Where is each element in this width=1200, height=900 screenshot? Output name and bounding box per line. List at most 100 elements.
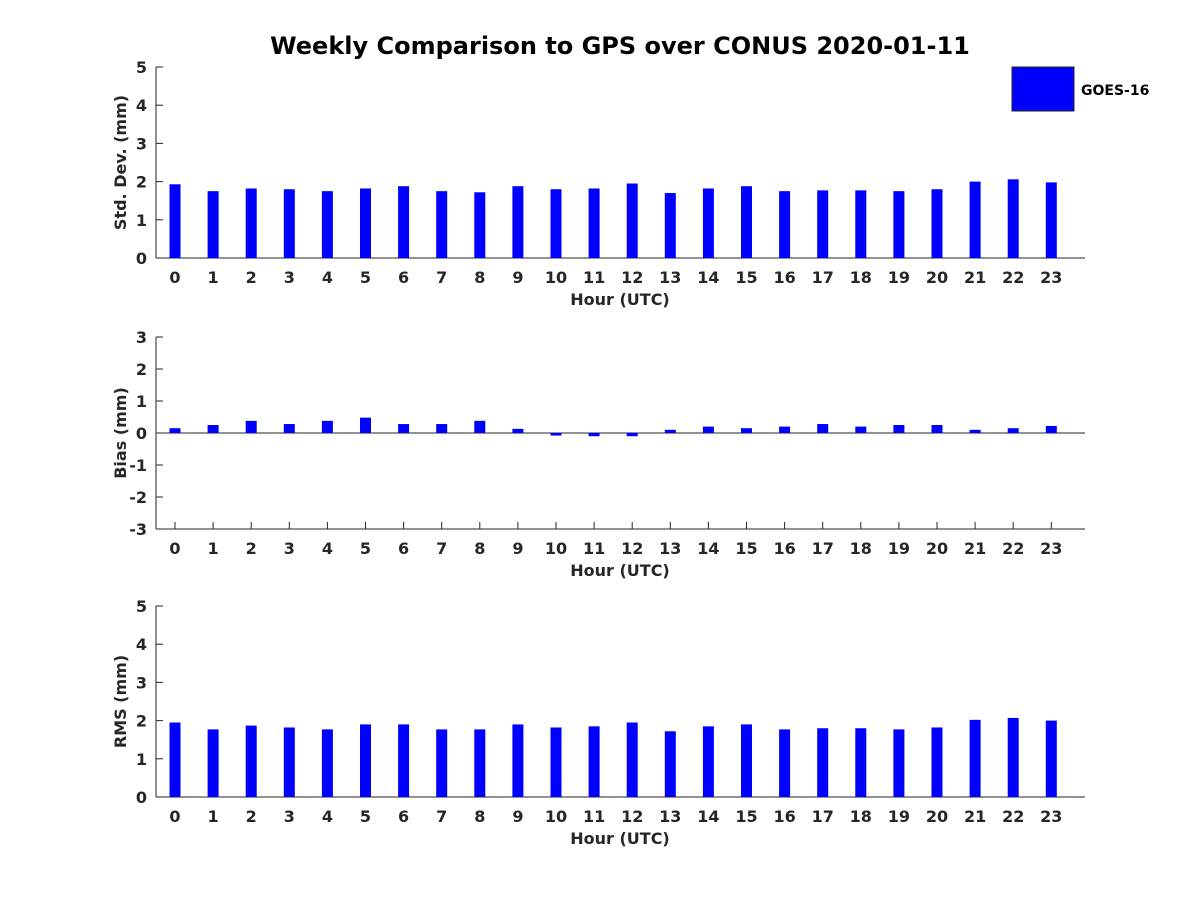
chart-title: Weekly Comparison to GPS over CONUS 2020…	[270, 32, 970, 60]
x-tick-label: 19	[888, 539, 910, 558]
y-tick-label: 5	[136, 597, 147, 616]
x-tick-label: 8	[474, 268, 485, 287]
x-tick-label: 21	[964, 539, 986, 558]
bar-rms-hour-6	[398, 724, 410, 797]
bar-bias-hour-17	[817, 424, 829, 433]
x-tick-label: 17	[812, 807, 834, 826]
bar-std-hour-2	[245, 188, 257, 258]
y-axis-label: RMS (mm)	[111, 655, 130, 748]
x-tick-label: 13	[659, 539, 681, 558]
y-tick-label: 2	[136, 173, 147, 192]
x-tick-label: 3	[284, 807, 295, 826]
bar-rms-hour-14	[702, 726, 714, 797]
bar-rms-hour-9	[512, 724, 524, 797]
bar-std-hour-23	[1045, 182, 1057, 258]
bar-rms-hour-19	[893, 729, 905, 797]
x-tick-label: 5	[360, 807, 371, 826]
y-axis-label: Std. Dev. (mm)	[111, 95, 130, 230]
bar-std-hour-11	[588, 188, 600, 258]
x-tick-label: 15	[735, 268, 757, 287]
bar-std-hour-17	[817, 190, 829, 258]
y-tick-label: 0	[136, 424, 147, 443]
bar-bias-hour-12	[626, 433, 638, 437]
x-tick-label: 9	[512, 268, 523, 287]
bar-bias-hour-9	[512, 428, 524, 433]
bar-std-hour-13	[664, 193, 676, 258]
bar-bias-hour-8	[474, 420, 486, 433]
x-tick-label: 8	[474, 539, 485, 558]
bar-std-hour-10	[550, 189, 562, 258]
bar-bias-hour-4	[321, 420, 333, 433]
x-tick-label: 1	[208, 807, 219, 826]
x-tick-label: 0	[169, 268, 180, 287]
bar-rms-hour-0	[169, 722, 181, 797]
x-tick-label: 9	[512, 539, 523, 558]
bar-rms-hour-22	[1007, 717, 1019, 797]
bar-std-hour-14	[702, 188, 714, 258]
bar-rms-hour-7	[436, 729, 448, 797]
x-tick-label: 23	[1040, 539, 1062, 558]
bar-bias-hour-3	[283, 424, 295, 433]
bar-bias-hour-0	[169, 428, 181, 433]
bar-rms-hour-1	[207, 729, 219, 797]
y-tick-label: 3	[136, 673, 147, 692]
y-tick-label: 1	[136, 211, 147, 230]
x-tick-label: 22	[1002, 807, 1024, 826]
bar-rms-hour-12	[626, 722, 638, 797]
legend: GOES-16	[1011, 66, 1149, 112]
bar-rms-hour-4	[321, 729, 333, 797]
y-tick-label: 1	[136, 392, 147, 411]
x-tick-label: 10	[545, 807, 567, 826]
x-axis-label: Hour (UTC)	[570, 829, 670, 848]
x-tick-label: 21	[964, 268, 986, 287]
bar-bias-hour-1	[207, 425, 219, 433]
x-tick-label: 20	[926, 807, 948, 826]
bar-std-hour-4	[321, 191, 333, 258]
bar-std-hour-6	[398, 186, 410, 258]
x-tick-label: 6	[398, 807, 409, 826]
x-tick-label: 7	[436, 539, 447, 558]
bar-rms-hour-3	[283, 727, 295, 797]
x-tick-label: 12	[621, 268, 643, 287]
bar-bias-hour-21	[969, 429, 981, 433]
x-tick-label: 23	[1040, 807, 1062, 826]
y-tick-label: 0	[136, 249, 147, 268]
x-tick-label: 0	[169, 539, 180, 558]
y-tick-label: 2	[136, 712, 147, 731]
bar-bias-hour-2	[245, 420, 257, 433]
x-tick-label: 19	[888, 807, 910, 826]
y-tick-label: 0	[136, 788, 147, 807]
bar-bias-hour-19	[893, 425, 905, 433]
x-tick-label: 15	[735, 807, 757, 826]
bar-std-hour-20	[931, 189, 943, 258]
y-tick-label: -3	[129, 520, 147, 539]
bar-bias-hour-11	[588, 433, 600, 437]
x-tick-label: 17	[812, 268, 834, 287]
bar-bias-hour-5	[360, 417, 371, 433]
bar-std-hour-9	[512, 186, 524, 258]
x-tick-label: 2	[246, 268, 257, 287]
bar-std-hour-16	[779, 191, 791, 258]
y-tick-label: 4	[136, 635, 147, 654]
y-tick-label: 5	[136, 58, 147, 77]
bar-bias-hour-6	[398, 424, 410, 433]
x-tick-label: 5	[360, 539, 371, 558]
x-tick-label: 3	[284, 268, 295, 287]
y-tick-label: 4	[136, 96, 147, 115]
bar-std-hour-1	[207, 191, 219, 258]
x-tick-label: 21	[964, 807, 986, 826]
y-tick-label: 2	[136, 360, 147, 379]
x-tick-label: 17	[812, 539, 834, 558]
bar-std-hour-22	[1007, 179, 1019, 258]
x-tick-label: 16	[773, 807, 795, 826]
x-tick-label: 6	[398, 539, 409, 558]
bar-std-hour-21	[969, 181, 981, 258]
x-tick-label: 20	[926, 539, 948, 558]
bar-std-hour-8	[474, 192, 486, 258]
bar-bias-hour-18	[855, 426, 867, 433]
x-tick-label: 23	[1040, 268, 1062, 287]
bar-std-hour-7	[436, 191, 448, 258]
